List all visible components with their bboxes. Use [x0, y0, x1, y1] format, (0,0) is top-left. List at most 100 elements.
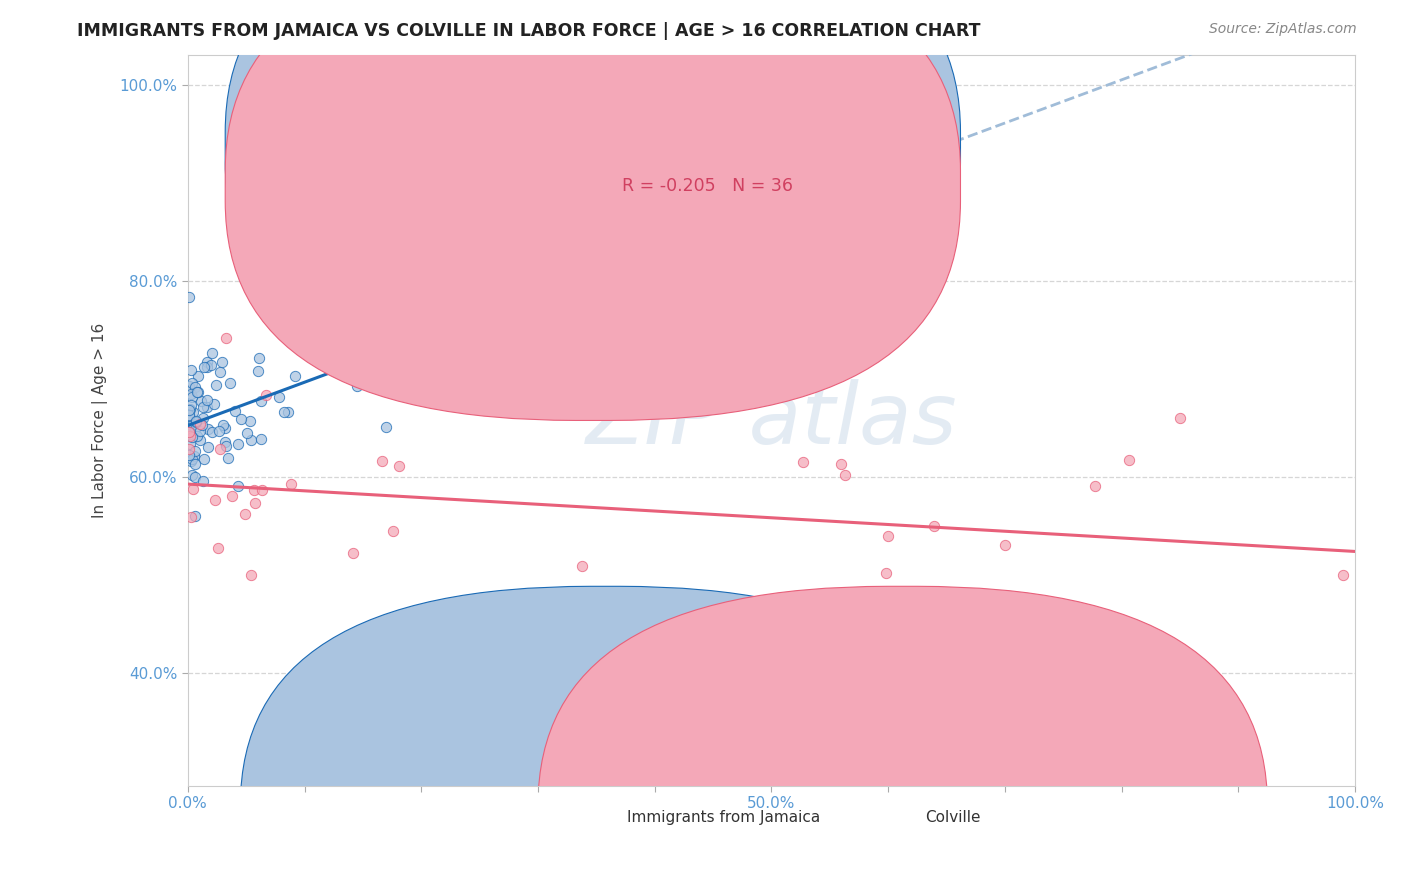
Point	[877, 529, 900, 543]
Point	[193, 360, 215, 375]
Point	[184, 509, 207, 524]
Point	[231, 412, 253, 426]
Point	[243, 496, 266, 510]
Point	[346, 379, 368, 393]
Point	[375, 419, 398, 434]
Text: R =  0.367   N = 93: R = 0.367 N = 93	[621, 138, 792, 156]
Y-axis label: In Labor Force | Age > 16: In Labor Force | Age > 16	[93, 323, 108, 518]
Point	[181, 430, 204, 444]
Point	[666, 156, 689, 170]
Point	[193, 475, 215, 489]
Point	[177, 409, 200, 423]
Point	[273, 405, 295, 419]
Point	[181, 376, 204, 390]
FancyBboxPatch shape	[538, 586, 1267, 892]
Point	[197, 440, 219, 454]
Point	[177, 403, 200, 417]
Point	[184, 470, 207, 484]
Point	[191, 401, 214, 415]
Point	[195, 393, 218, 408]
Point	[195, 355, 218, 369]
Point	[180, 453, 202, 467]
Point	[190, 394, 212, 409]
Point	[177, 442, 200, 457]
Point	[284, 368, 307, 383]
Text: IMMIGRANTS FROM JAMAICA VS COLVILLE IN LABOR FORCE | AGE > 16 CORRELATION CHART: IMMIGRANTS FROM JAMAICA VS COLVILLE IN L…	[77, 22, 981, 40]
Point	[200, 358, 222, 372]
Point	[181, 451, 204, 466]
Point	[186, 384, 208, 399]
Point	[218, 451, 240, 466]
Point	[247, 351, 270, 365]
Point	[250, 432, 273, 446]
Point	[243, 483, 266, 497]
Point	[184, 415, 207, 429]
Point	[1084, 479, 1107, 493]
Point	[181, 467, 204, 482]
Point	[188, 424, 211, 438]
Point	[179, 437, 201, 451]
Point	[380, 341, 402, 355]
Point	[571, 558, 593, 573]
Text: ZIP atlas: ZIP atlas	[586, 379, 957, 462]
Point	[181, 417, 204, 431]
Point	[191, 418, 214, 433]
Point	[183, 457, 205, 471]
Point	[876, 566, 898, 580]
Point	[187, 369, 209, 384]
Point	[277, 405, 299, 419]
Point	[221, 489, 243, 503]
Point	[197, 422, 219, 436]
Point	[783, 275, 806, 289]
Text: Colville: Colville	[925, 811, 981, 825]
Point	[193, 451, 215, 466]
Point	[177, 408, 200, 422]
Point	[666, 242, 689, 256]
Point	[214, 421, 236, 435]
Point	[201, 425, 224, 439]
Point	[180, 417, 202, 432]
Point	[267, 390, 290, 404]
Point	[457, 229, 479, 244]
Point	[215, 439, 238, 453]
Point	[422, 361, 444, 376]
Point	[1331, 568, 1354, 582]
Point	[371, 454, 394, 468]
Point	[226, 437, 249, 451]
Point	[180, 362, 202, 376]
FancyBboxPatch shape	[225, 0, 960, 420]
Point	[342, 545, 364, 559]
Point	[280, 476, 302, 491]
Point	[211, 417, 233, 432]
Text: Immigrants from Jamaica: Immigrants from Jamaica	[627, 811, 820, 825]
Point	[382, 524, 405, 538]
Point	[924, 519, 946, 533]
FancyBboxPatch shape	[240, 586, 970, 892]
Point	[193, 411, 215, 425]
Point	[1168, 411, 1191, 425]
FancyBboxPatch shape	[225, 0, 960, 382]
Point	[183, 450, 205, 464]
Point	[214, 435, 236, 450]
Point	[239, 414, 262, 428]
Point	[180, 387, 202, 401]
Point	[179, 379, 201, 393]
Point	[370, 381, 392, 395]
Point	[195, 359, 218, 374]
Point	[201, 346, 224, 360]
Point	[236, 425, 259, 440]
Point	[184, 422, 207, 436]
Point	[207, 541, 229, 555]
Point	[411, 219, 433, 234]
Point	[761, 730, 783, 744]
Point	[188, 433, 211, 447]
Point	[226, 478, 249, 492]
Point	[209, 365, 232, 379]
Point	[177, 290, 200, 304]
Point	[204, 493, 226, 508]
Point	[179, 402, 201, 417]
Point	[391, 329, 413, 343]
Point	[186, 429, 208, 443]
Point	[204, 377, 226, 392]
Point	[181, 483, 204, 497]
